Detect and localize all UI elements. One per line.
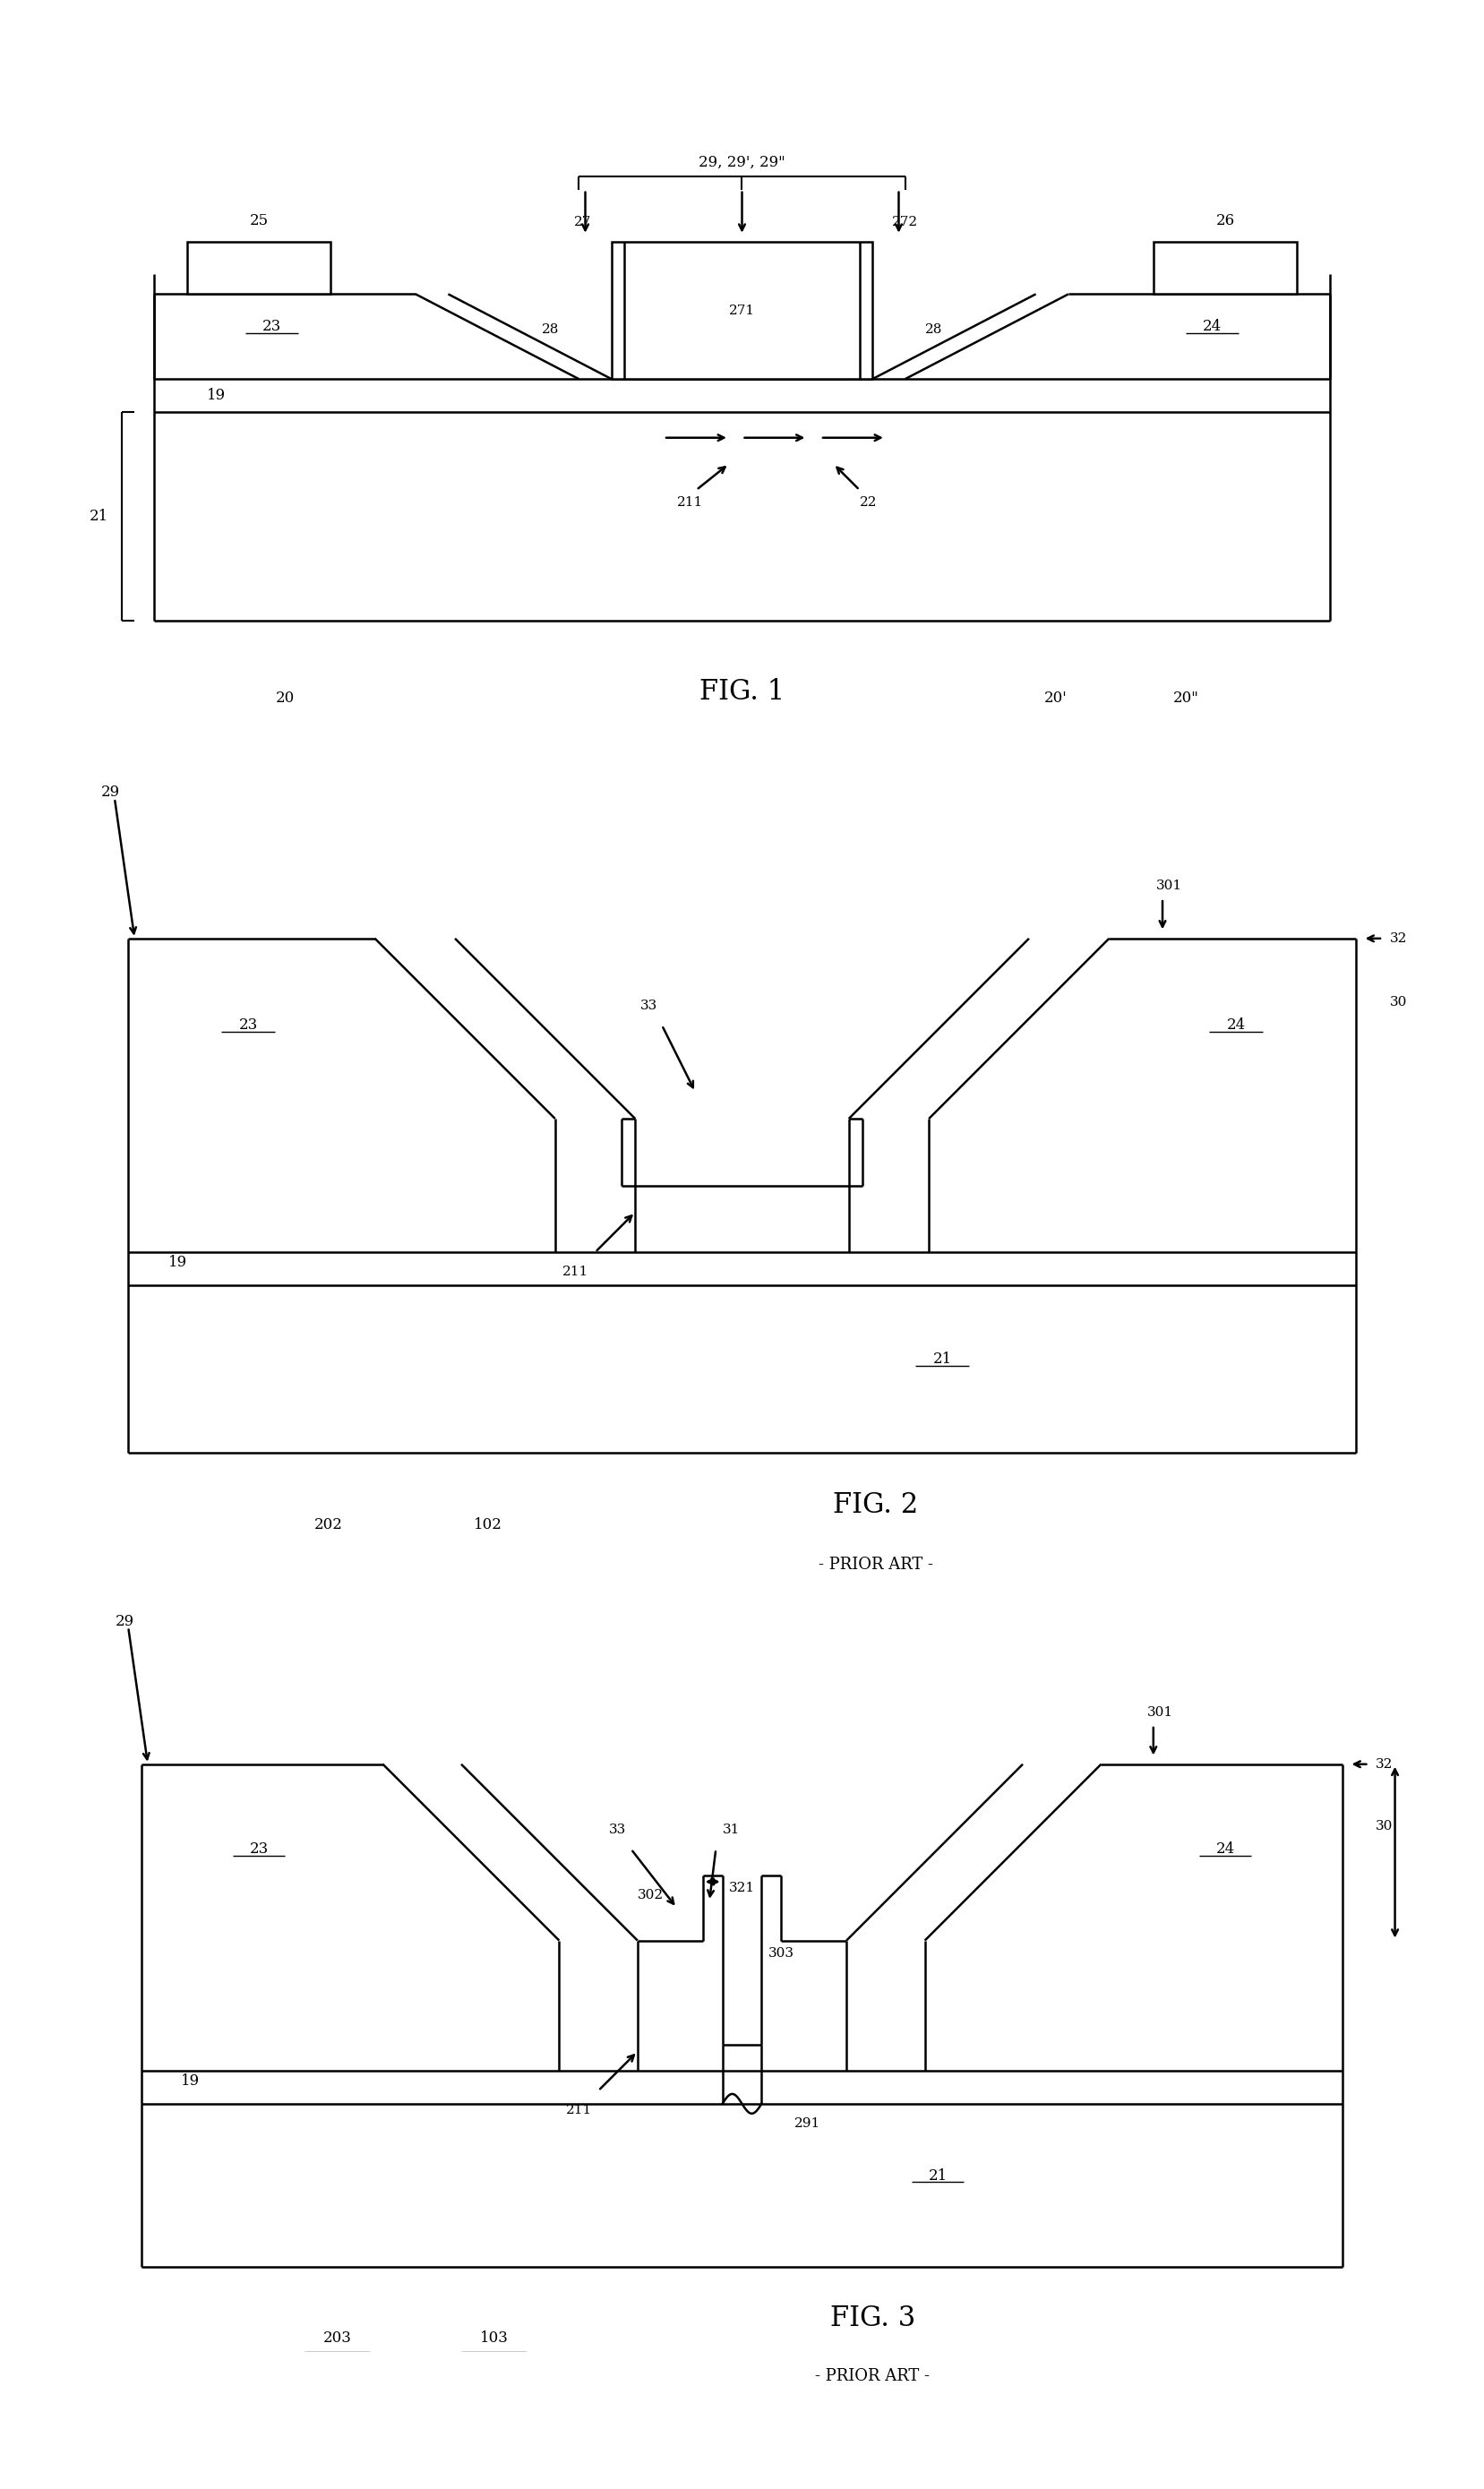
Text: 23: 23 — [239, 1018, 258, 1033]
Text: 301: 301 — [1147, 1705, 1172, 1717]
Text: 30: 30 — [1389, 996, 1407, 1008]
Text: 103: 103 — [479, 2330, 508, 2345]
Text: 24: 24 — [1215, 1842, 1235, 1857]
Text: 272: 272 — [892, 217, 919, 229]
Text: 271: 271 — [729, 304, 755, 316]
Text: 29: 29 — [101, 784, 120, 799]
Text: 21: 21 — [89, 508, 108, 523]
Text: 28: 28 — [925, 324, 942, 336]
Bar — [1153, 241, 1297, 294]
Text: 31: 31 — [723, 1824, 739, 1837]
Text: FIG. 2: FIG. 2 — [833, 1491, 919, 1518]
Text: 211: 211 — [677, 495, 703, 510]
Text: - PRIOR ART -: - PRIOR ART - — [815, 2370, 930, 2384]
Text: 28: 28 — [542, 324, 559, 336]
Text: 26: 26 — [1215, 214, 1235, 229]
Text: 29, 29', 29": 29, 29', 29" — [699, 154, 785, 169]
Text: 33: 33 — [640, 1001, 657, 1013]
Text: 203: 203 — [324, 2330, 352, 2345]
Text: 20': 20' — [1043, 689, 1067, 704]
Text: 211: 211 — [562, 1264, 588, 1277]
Text: 20": 20" — [1172, 689, 1199, 704]
Text: 19: 19 — [181, 2073, 199, 2088]
Text: FIG. 3: FIG. 3 — [830, 2305, 916, 2332]
Text: 291: 291 — [794, 2118, 821, 2131]
Text: 321: 321 — [729, 1882, 755, 1894]
Text: 19: 19 — [206, 388, 226, 403]
Text: 30: 30 — [1376, 1819, 1392, 1832]
Text: 23: 23 — [263, 319, 282, 334]
Text: 301: 301 — [1156, 879, 1181, 891]
Text: 19: 19 — [168, 1254, 187, 1269]
Bar — [611, 241, 873, 378]
Text: 302: 302 — [638, 1889, 663, 1902]
Text: 29: 29 — [116, 1613, 134, 1630]
Text: 27: 27 — [574, 217, 592, 229]
Text: 22: 22 — [859, 495, 877, 510]
Text: 202: 202 — [315, 1518, 343, 1533]
Bar — [187, 241, 331, 294]
Text: 32: 32 — [1376, 1757, 1392, 1770]
Text: 32: 32 — [1389, 933, 1407, 946]
Text: 20: 20 — [276, 689, 294, 704]
Text: 24: 24 — [1202, 319, 1221, 334]
Text: 21: 21 — [929, 2168, 947, 2183]
Text: 211: 211 — [565, 2103, 592, 2116]
Text: 33: 33 — [610, 1824, 626, 1837]
Text: 25: 25 — [249, 214, 269, 229]
Text: 21: 21 — [933, 1352, 951, 1366]
Text: 303: 303 — [769, 1946, 794, 1959]
Text: 102: 102 — [473, 1518, 503, 1533]
Text: 24: 24 — [1226, 1018, 1245, 1033]
Text: - PRIOR ART -: - PRIOR ART - — [818, 1556, 933, 1573]
Text: 23: 23 — [249, 1842, 269, 1857]
Text: FIG. 1: FIG. 1 — [699, 677, 785, 704]
